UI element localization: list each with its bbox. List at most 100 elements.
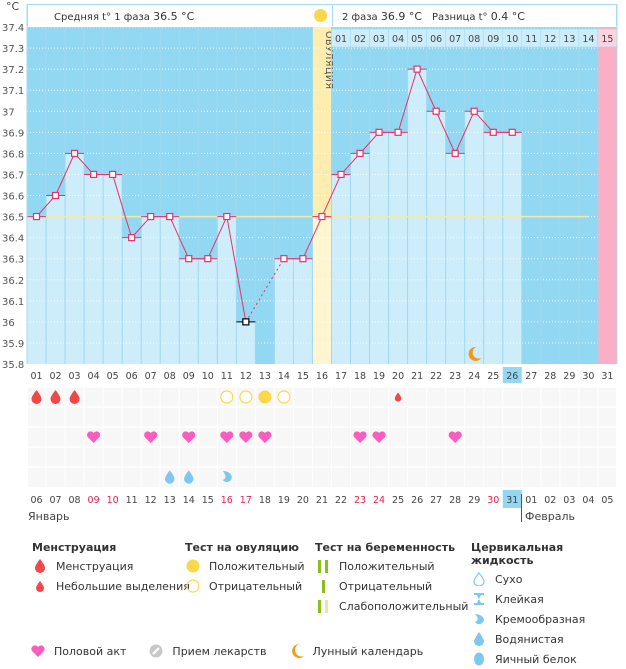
temp-bar — [27, 216, 47, 364]
small-drop-icon — [36, 580, 44, 592]
temp-point — [109, 170, 117, 179]
menstruation-drop-icon — [31, 390, 42, 404]
cycle-day-label: 08 — [164, 371, 176, 382]
temp-bar — [445, 153, 465, 364]
legend-label: Клейкая — [495, 592, 544, 606]
blood-drop-icon — [35, 559, 45, 573]
legend-item-lunar: Лунный календарь — [289, 641, 424, 661]
temp-bar — [369, 132, 389, 364]
cycle-day-label: 22 — [430, 371, 442, 382]
creamy-icon — [222, 471, 232, 482]
temp-point — [32, 212, 41, 221]
legend-title: Цервикальная жидкость — [471, 541, 564, 567]
cycle-day-label: 15 — [297, 371, 309, 382]
cycle-day-label: 27 — [525, 371, 537, 382]
post-ovulation-day-label: 07 — [449, 34, 461, 45]
y-tick-label: 36.2 — [2, 276, 24, 287]
pregnancy-weak-icon — [318, 599, 328, 613]
post-ovulation-day-label: 05 — [411, 34, 423, 45]
bbt-chart: ОВУЛЯЦИЯ 01 02 03 04 05 06 07 08 09 10 11 12 13 14 1535… — [2, 4, 618, 508]
post-ovulation-day-label: 04 — [392, 34, 404, 45]
temp-point — [432, 107, 440, 115]
cycle-day-label: 23 — [449, 371, 461, 382]
y-tick-label: 36.3 — [2, 255, 24, 266]
pill-icon — [149, 644, 163, 658]
temp-point — [51, 191, 60, 200]
legend-item-preg-positive: Положительный — [315, 556, 468, 576]
temp-point — [185, 255, 193, 263]
temp-bar — [274, 258, 294, 364]
legend-item-creamy: Кремообразная — [471, 609, 626, 629]
cycle-day-label: 09 — [183, 371, 195, 382]
temp-bar — [198, 258, 218, 364]
temp-bar — [217, 216, 237, 364]
legend-item-preg-weak: Слабоположительный — [315, 596, 468, 616]
temp-line-segment — [454, 111, 475, 154]
calendar-day-label: 24 — [373, 495, 385, 506]
ovulation-column — [312, 27, 332, 217]
temp-bar — [236, 321, 256, 364]
phase1-label: Средняя t° 1 фаза — [54, 12, 150, 23]
cycle-day-label: 26 — [506, 371, 518, 382]
y-tick-label: 36.5 — [2, 213, 24, 224]
phase2-summary: 2 фаза 36.9 °C — [342, 10, 422, 23]
temp-bar — [179, 258, 199, 364]
moon-icon — [291, 644, 304, 658]
heart-icon — [31, 645, 45, 657]
y-tick-label: 37.3 — [2, 44, 24, 55]
temp-line-segment — [302, 216, 323, 259]
legend-label: Сухо — [495, 572, 523, 586]
legend-label: Лунный календарь — [312, 644, 424, 658]
cycle-day-label: 13 — [259, 371, 271, 382]
calendar-day-label: 07 — [49, 495, 61, 506]
cycle-day-label: 11 — [221, 371, 233, 382]
cycle-day-label: 01 — [30, 371, 42, 382]
calendar-day-label: 19 — [278, 495, 290, 506]
cycle-day-label: 12 — [240, 371, 252, 382]
legend-menstruation: Менструация Менструация Небольшие выделе… — [32, 541, 190, 596]
cycle-day-label: 31 — [601, 371, 613, 382]
calendar-day-label: 17 — [240, 495, 252, 506]
temp-bar — [65, 153, 85, 364]
temp-point — [128, 234, 136, 242]
temp-point — [413, 65, 421, 73]
calendar-day-label: 01 — [525, 495, 537, 506]
post-ovulation-day-label: 06 — [430, 34, 442, 45]
temp-point — [470, 107, 478, 115]
cycle-day-label: 25 — [487, 371, 499, 382]
calendar-day-label: 31 — [506, 495, 518, 506]
cycle-day-label: 21 — [411, 371, 423, 382]
temp-point — [299, 255, 307, 263]
markers-area — [28, 387, 616, 487]
y-tick-label: 37.2 — [2, 65, 24, 76]
y-tick-label: 36.7 — [2, 170, 24, 181]
temp-point — [280, 255, 288, 263]
y-tick-label: 36.4 — [2, 234, 24, 245]
legend-label: Прием лекарств — [172, 644, 267, 658]
cycle-day-label: 29 — [563, 371, 575, 382]
calendar-day-label: 15 — [202, 495, 214, 506]
pregnancy-positive-icon — [318, 559, 328, 573]
calendar-day-label: 23 — [354, 495, 366, 506]
legend-item-intercourse: Половой акт — [30, 641, 126, 661]
ovulation-column-lower — [312, 216, 332, 364]
ovulation-test-negative-icon — [220, 390, 234, 404]
cycle-day-label: 18 — [354, 371, 366, 382]
cycle-day-label: 02 — [49, 371, 61, 382]
heart-icon — [448, 431, 462, 443]
temp-bar — [388, 132, 408, 364]
cycle-day-label: 20 — [392, 371, 404, 382]
month-label-january: Январь — [28, 510, 70, 523]
y-tick-label: 37.4 — [2, 23, 24, 34]
temp-point — [451, 149, 459, 157]
post-ovulation-day-label: 14 — [582, 34, 594, 45]
menstruation-drop-icon — [50, 390, 61, 404]
heart-icon — [182, 431, 196, 443]
cycle-day-label: 03 — [69, 371, 81, 382]
legend-label: Отрицательный — [339, 579, 433, 593]
calendar-day-label: 11 — [126, 495, 138, 506]
cycle-day-label: 19 — [373, 371, 385, 382]
temp-line-segment — [435, 111, 456, 154]
calendar-day-label: 02 — [544, 495, 556, 506]
calendar-day-label: 16 — [221, 495, 233, 506]
